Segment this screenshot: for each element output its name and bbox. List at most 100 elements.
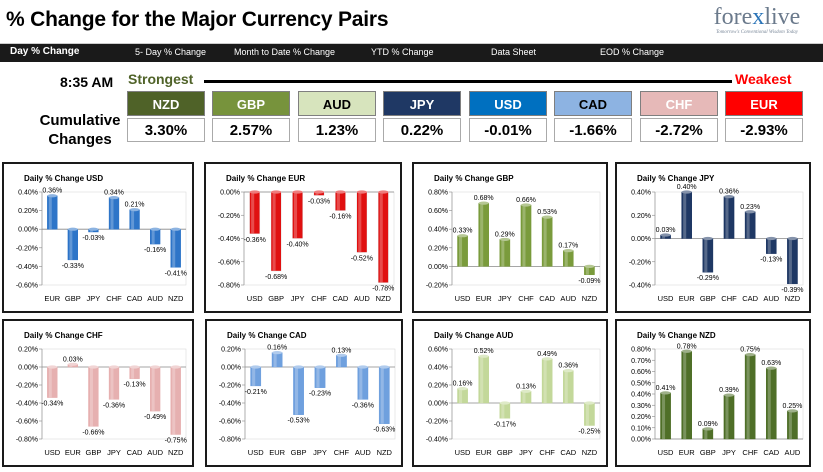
chart-title: Daily % Change USD [24, 174, 103, 183]
strength-scale-line [204, 80, 732, 83]
y-tick-label: 0.70% [631, 358, 651, 365]
bar-highlight [48, 195, 52, 230]
bar-cap [478, 201, 489, 205]
bar-highlight [480, 356, 484, 403]
value-label: -0.17% [494, 421, 516, 428]
bar-highlight [336, 192, 340, 211]
value-label: -0.03% [82, 235, 104, 242]
bar-highlight [501, 239, 505, 267]
nav-item-5-day-change[interactable]: 5- Day % Change [135, 47, 207, 57]
bar-highlight [683, 192, 687, 239]
category-label: CHF [721, 294, 737, 303]
category-label: AUD [785, 448, 801, 457]
bar-cap [457, 387, 468, 391]
bar-cap [314, 365, 326, 369]
category-label: CHF [334, 448, 350, 457]
y-tick-label: 0.20% [631, 414, 651, 421]
bar-jpy [314, 366, 326, 388]
category-label: JPY [519, 448, 533, 457]
currency-cumulative-value: -2.93% [725, 118, 803, 142]
bar-chart: Daily % Change NZD 0.80% 0.70% 0.60% 0.50% 0.… [617, 321, 809, 465]
forexlive-logo[interactable]: forexlive Tomorrow's Conventional Wisdom… [705, 4, 809, 40]
bar-cap [660, 233, 671, 237]
currency-code: JPY [383, 91, 461, 116]
category-label: JPY [87, 294, 101, 303]
bar-highlight [48, 367, 52, 398]
category-label: EUR [679, 448, 695, 457]
bar-cap [520, 203, 532, 207]
value-label: -0.52% [351, 255, 373, 262]
bar-highlight [294, 367, 299, 415]
bar-cap [745, 353, 756, 357]
y-tick-label: 0.30% [631, 403, 651, 410]
y-tick-label: 0.80% [631, 347, 651, 354]
value-label: 0.34% [104, 190, 124, 197]
value-label: -0.09% [578, 278, 600, 285]
y-tick-label: -0.40% [16, 264, 38, 271]
category-label: USD [658, 294, 674, 303]
category-label: GBP [291, 448, 307, 457]
y-tick-label: -0.20% [218, 213, 240, 220]
value-label: -0.16% [329, 214, 351, 221]
value-label: 0.52% [474, 348, 494, 355]
category-label: JPY [313, 448, 327, 457]
nav-item-data-sheet[interactable]: Data Sheet [491, 47, 537, 57]
value-label: -0.03% [308, 198, 330, 205]
y-tick-label: -0.40% [219, 401, 241, 408]
currency-code: CAD [554, 91, 632, 116]
bar-highlight [480, 203, 484, 267]
category-label: USD [455, 448, 471, 457]
bar-cap [584, 264, 595, 268]
value-label: 0.25% [782, 403, 802, 410]
bar-cap [272, 351, 283, 355]
category-label: NZD [582, 294, 598, 303]
category-label: USD [248, 448, 264, 457]
y-tick-label: -0.60% [16, 283, 38, 290]
nav-item-eod-change[interactable]: EOD % Change [600, 47, 665, 57]
bar-cad [129, 366, 140, 379]
bar-highlight [585, 266, 589, 275]
chart-panel-gbp: Daily % Change GBP 0.80% 0.60% 0.40% 0.20% 0.… [412, 162, 608, 313]
y-tick-label: 0.60% [631, 369, 651, 376]
bar-usd [457, 235, 468, 267]
nav-item-month-to-date-change[interactable]: Month to Date % Change [234, 47, 336, 57]
bar-cap [170, 227, 181, 231]
bar-cap [702, 427, 713, 431]
nav-item-day-change[interactable]: Day % Change [10, 46, 80, 57]
currency-code: USD [469, 91, 547, 116]
bar-highlight [273, 352, 277, 367]
timestamp: 8:35 AM [60, 74, 114, 90]
y-tick-label: -0.20% [219, 383, 241, 390]
y-tick-label: 0.40% [428, 365, 448, 372]
bar-highlight [662, 392, 666, 439]
bar-cap [379, 365, 390, 369]
currency-box-cad: CAD -1.66% [554, 91, 632, 145]
bar-highlight [459, 388, 463, 403]
bar-cap [787, 409, 798, 413]
category-label: AUD [560, 294, 576, 303]
bar-chf [336, 355, 347, 368]
bar-cap [150, 365, 161, 369]
value-label: 0.39% [719, 387, 739, 394]
bar-highlight [172, 367, 176, 435]
value-label: -0.49% [144, 414, 166, 421]
category-label: USD [455, 294, 471, 303]
y-tick-label: 0.00% [18, 227, 38, 234]
y-tick-label: 0.20% [18, 347, 38, 354]
value-label: -0.39% [781, 287, 803, 294]
value-label: -0.53% [287, 418, 309, 425]
bar-highlight [767, 238, 771, 254]
y-tick-label: 0.40% [631, 190, 651, 197]
y-tick-label: 0.00% [221, 365, 241, 372]
bar-highlight [683, 351, 687, 439]
bar-highlight [252, 367, 256, 386]
category-label: EUR [65, 448, 81, 457]
bar-chart: Daily % Change JPY0.40%0.20%0.00%-0.20%-… [617, 164, 809, 311]
bar-highlight [151, 367, 155, 412]
bar-cap [681, 190, 692, 194]
bar-cap [109, 195, 119, 200]
category-label: EUR [476, 294, 492, 303]
bar-cap [250, 365, 261, 369]
bar-cap [150, 227, 161, 231]
nav-item-ytd-change[interactable]: YTD % Change [371, 47, 434, 57]
